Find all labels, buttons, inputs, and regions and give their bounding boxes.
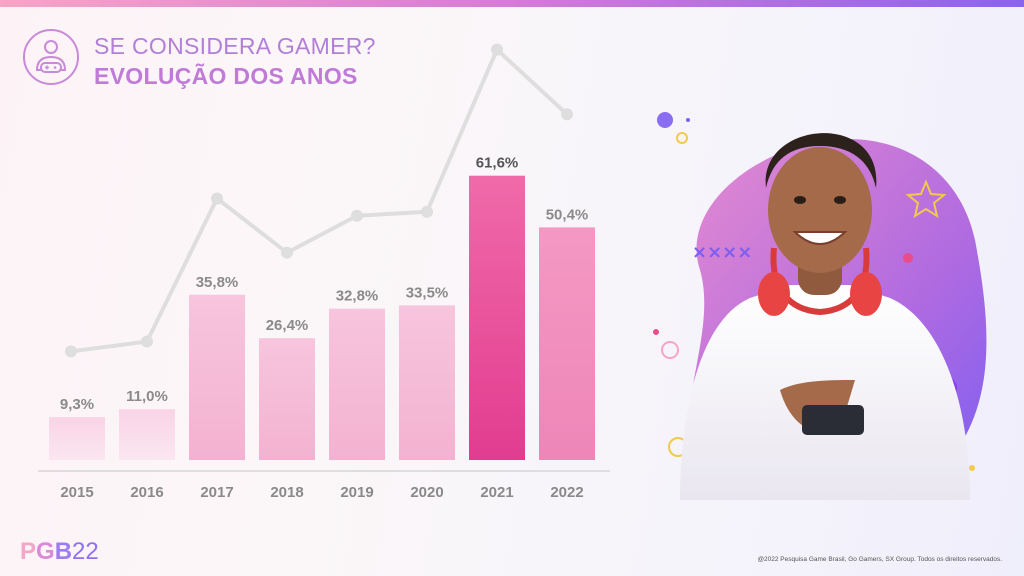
bar-2021 — [469, 175, 525, 460]
category-label-2015: 2015 — [60, 484, 93, 501]
value-label-2015: 9,3% — [60, 396, 94, 413]
xxxx-decoration: ×××× — [692, 242, 752, 263]
category-label-2019: 2019 — [340, 484, 373, 501]
bar-2016 — [119, 409, 175, 460]
person-smile — [792, 231, 848, 245]
bar-2017 — [189, 294, 245, 460]
value-label-2019: 32,8% — [336, 288, 379, 305]
trend-point-2022 — [561, 108, 573, 121]
category-label-2017: 2017 — [200, 484, 233, 501]
person-eye-left — [794, 196, 806, 204]
chart-subtitle: EVOLUÇÃO DOS ANOS — [94, 63, 358, 89]
confetti-dot — [686, 118, 690, 122]
category-label-2016: 2016 — [130, 484, 163, 501]
trend-point-2021 — [491, 43, 503, 56]
trend-point-2017 — [211, 192, 223, 205]
confetti-dot — [657, 112, 673, 128]
value-label-2016: 11,0% — [126, 388, 168, 405]
bar-2022 — [539, 227, 595, 460]
smartphone — [802, 405, 864, 435]
category-label-2022: 2022 — [550, 484, 583, 501]
value-label-2020: 33,5% — [406, 284, 449, 301]
confetti-dot — [653, 329, 659, 335]
category-label-2020: 2020 — [410, 484, 443, 501]
confetti-ring — [661, 341, 679, 359]
trend-point-2019 — [351, 209, 363, 222]
chart-title: SE CONSIDERA GAMER? — [94, 33, 376, 59]
star-icon — [905, 179, 947, 219]
headphones-left-cup — [758, 272, 790, 316]
trend-line — [70, 47, 569, 354]
trend-point-2015 — [65, 345, 77, 358]
category-label-2018: 2018 — [270, 484, 303, 501]
person-hair — [765, 133, 877, 188]
bar-2020 — [399, 305, 455, 460]
gamer-photo: ×××× — [653, 112, 987, 500]
headphones-right-cup — [850, 272, 882, 316]
bar-2015 — [49, 417, 105, 460]
bar-2019 — [329, 308, 385, 460]
confetti-dot — [969, 465, 975, 471]
bar-chart: 9,3% 2015 11,0% 2016 35,8% 2017 26,4% 2018 32,8%… — [38, 43, 610, 501]
bar-2018 — [259, 338, 315, 460]
pgb22-logo: PGB22 — [20, 538, 99, 565]
person-eye-right — [834, 196, 846, 204]
confetti-ring — [676, 132, 688, 144]
confetti-dot — [903, 253, 913, 263]
value-label-2018: 26,4% — [266, 317, 309, 334]
value-label-2017: 35,8% — [196, 274, 239, 291]
category-label-2021: 2021 — [480, 484, 513, 501]
trend-point-2020 — [421, 205, 433, 218]
trend-point-2018 — [281, 246, 293, 259]
person-face — [768, 147, 872, 273]
value-label-2021: 61,6% — [476, 155, 519, 172]
trend-point-2016 — [141, 335, 153, 348]
value-label-2022: 50,4% — [546, 206, 589, 223]
gamer-person-icon — [23, 29, 79, 85]
top-accent-bar — [0, 0, 1024, 7]
copyright-notice: @2022 Pesquisa Game Brasil, Go Gamers, S… — [757, 556, 1002, 563]
